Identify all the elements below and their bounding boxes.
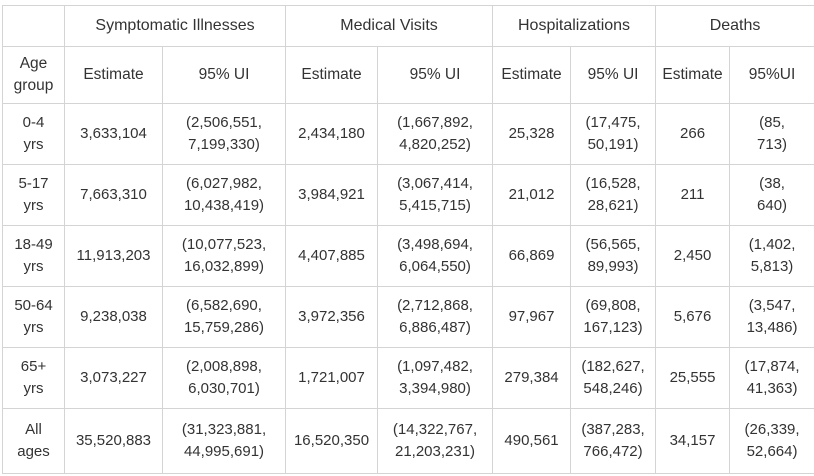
age-cell: 18-49 yrs: [2, 225, 65, 287]
deaths-estimate-cell: 2,450: [655, 225, 731, 287]
group-header-symptomatic-illnesses: Symptomatic Illnesses: [63, 5, 287, 47]
hospital-estimate-cell: 66,869: [492, 225, 572, 287]
hospital-ui-cell: (56,565, 89,993): [570, 225, 657, 287]
symptomatic-estimate-cell: 3,073,227: [64, 347, 163, 409]
subheader-medical-estimate: Estimate: [285, 46, 379, 104]
subheader-symptomatic-ui: 95% UI: [161, 46, 287, 104]
symptomatic-ui-cell: (31,323,881, 44,995,691): [161, 408, 287, 474]
symptomatic-estimate-cell: 11,913,203: [64, 225, 163, 287]
age-cell: All ages: [2, 408, 65, 474]
table-row-5-17-yrs: 5-17 yrs 7,663,310 (6,027,982, 10,438,41…: [2, 164, 814, 226]
flu-burden-table: Symptomatic Illnesses Medical Visits Hos…: [2, 5, 814, 474]
symptomatic-estimate-cell: 7,663,310: [64, 164, 163, 226]
medical-ui-cell: (3,067,414, 5,415,715): [377, 164, 494, 226]
subheader-medical-ui: 95% UI: [377, 46, 494, 104]
medical-ui-cell: (14,322,767, 21,203,231): [377, 408, 494, 474]
medical-estimate-cell: 3,984,921: [285, 164, 379, 226]
deaths-ui-cell: (17,874, 41,363): [729, 347, 814, 409]
group-header-row: Symptomatic Illnesses Medical Visits Hos…: [2, 5, 814, 47]
age-cell: 50-64 yrs: [2, 286, 65, 348]
hospital-estimate-cell: 279,384: [492, 347, 572, 409]
deaths-ui-cell: (1,402, 5,813): [729, 225, 814, 287]
deaths-estimate-cell: 25,555: [655, 347, 731, 409]
hospital-ui-cell: (16,528, 28,621): [570, 164, 657, 226]
subheader-symptomatic-estimate: Estimate: [64, 46, 163, 104]
subheader-deaths-estimate: Estimate: [655, 46, 731, 104]
hospital-ui-cell: (182,627, 548,246): [570, 347, 657, 409]
group-header-medical-visits: Medical Visits: [285, 5, 494, 47]
table-row-0-4-yrs: 0-4 yrs 3,633,104 (2,506,551, 7,199,330)…: [2, 103, 814, 165]
deaths-ui-cell: (3,547, 13,486): [729, 286, 814, 348]
corner-cell: [2, 5, 65, 47]
symptomatic-estimate-cell: 35,520,883: [64, 408, 163, 474]
deaths-ui-cell: (38, 640): [729, 164, 814, 226]
symptomatic-ui-cell: (6,027,982, 10,438,419): [161, 164, 287, 226]
table-row-18-49-yrs: 18-49 yrs 11,913,203 (10,077,523, 16,032…: [2, 225, 814, 287]
table-row-50-64-yrs: 50-64 yrs 9,238,038 (6,582,690, 15,759,2…: [2, 286, 814, 348]
group-header-deaths: Deaths: [655, 5, 814, 47]
symptomatic-estimate-cell: 9,238,038: [64, 286, 163, 348]
symptomatic-ui-cell: (6,582,690, 15,759,286): [161, 286, 287, 348]
medical-estimate-cell: 16,520,350: [285, 408, 379, 474]
age-cell: 5-17 yrs: [2, 164, 65, 226]
hospital-ui-cell: (17,475, 50,191): [570, 103, 657, 165]
symptomatic-estimate-cell: 3,633,104: [64, 103, 163, 165]
symptomatic-ui-cell: (2,008,898, 6,030,701): [161, 347, 287, 409]
deaths-ui-cell: (26,339, 52,664): [729, 408, 814, 474]
hospital-estimate-cell: 490,561: [492, 408, 572, 474]
deaths-estimate-cell: 5,676: [655, 286, 731, 348]
medical-ui-cell: (3,498,694, 6,064,550): [377, 225, 494, 287]
deaths-estimate-cell: 266: [655, 103, 731, 165]
hospital-estimate-cell: 25,328: [492, 103, 572, 165]
medical-ui-cell: (1,667,892, 4,820,252): [377, 103, 494, 165]
hospital-estimate-cell: 97,967: [492, 286, 572, 348]
table-row-all-ages: All ages 35,520,883 (31,323,881, 44,995,…: [2, 408, 814, 474]
medical-ui-cell: (1,097,482, 3,394,980): [377, 347, 494, 409]
subheader-hospital-ui: 95% UI: [570, 46, 657, 104]
symptomatic-ui-cell: (2,506,551, 7,199,330): [161, 103, 287, 165]
hospital-ui-cell: (387,283, 766,472): [570, 408, 657, 474]
medical-estimate-cell: 4,407,885: [285, 225, 379, 287]
subheader-hospital-estimate: Estimate: [492, 46, 572, 104]
group-header-hospitalizations: Hospitalizations: [492, 5, 657, 47]
deaths-estimate-cell: 211: [655, 164, 731, 226]
symptomatic-ui-cell: (10,077,523, 16,032,899): [161, 225, 287, 287]
deaths-estimate-cell: 34,157: [655, 408, 731, 474]
hospital-estimate-cell: 21,012: [492, 164, 572, 226]
age-cell: 65+ yrs: [2, 347, 65, 409]
age-cell: 0-4 yrs: [2, 103, 65, 165]
subheader-deaths-ui: 95%UI: [729, 46, 814, 104]
sub-header-row: Age group Estimate 95% UI Estimate 95% U…: [2, 46, 814, 104]
subheader-age-group: Age group: [2, 46, 65, 104]
medical-estimate-cell: 1,721,007: [285, 347, 379, 409]
table-row-65plus-yrs: 65+ yrs 3,073,227 (2,008,898, 6,030,701)…: [2, 347, 814, 409]
medical-ui-cell: (2,712,868, 6,886,487): [377, 286, 494, 348]
medical-estimate-cell: 2,434,180: [285, 103, 379, 165]
deaths-ui-cell: (85, 713): [729, 103, 814, 165]
hospital-ui-cell: (69,808, 167,123): [570, 286, 657, 348]
medical-estimate-cell: 3,972,356: [285, 286, 379, 348]
